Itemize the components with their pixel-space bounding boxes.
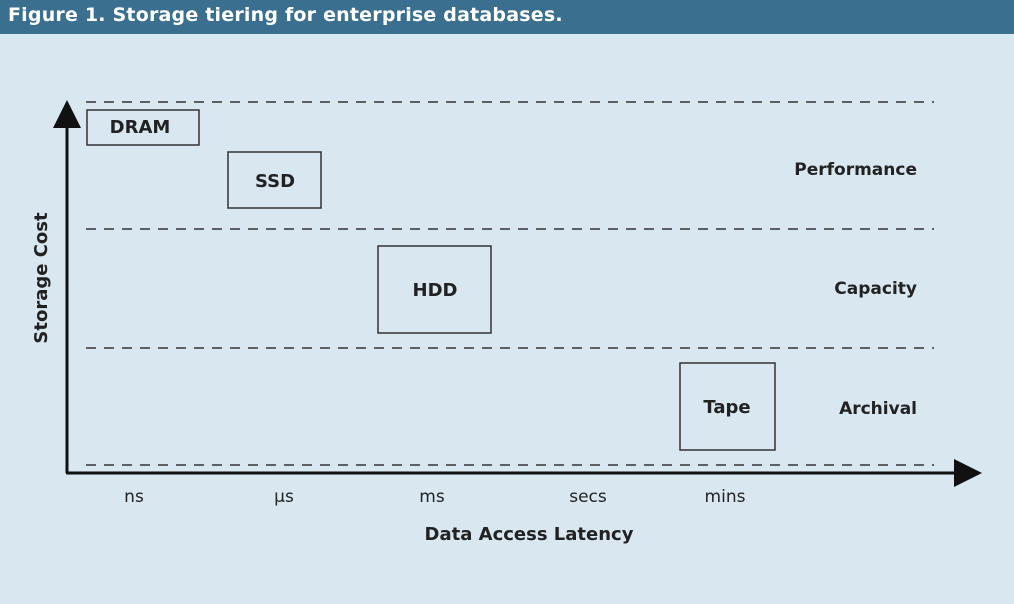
box-tape (679, 362, 776, 451)
x-tick-ms: ms (419, 487, 445, 507)
x-tick-mins: mins (705, 487, 746, 507)
title-bar: Figure 1. Storage tiering for enterprise… (0, 0, 1014, 34)
tier-label-capacity: Capacity (834, 279, 917, 299)
y-axis-arrowhead (53, 100, 81, 128)
x-tick-secs: secs (569, 487, 607, 507)
x-tick-us: µs (274, 487, 294, 507)
tier-label-archival: Archival (839, 399, 917, 419)
box-dram (86, 109, 200, 146)
box-label-tape: Tape (703, 397, 750, 418)
tier-label-performance: Performance (794, 160, 917, 180)
box-label-ssd: SSD (255, 171, 295, 192)
x-axis-title: Data Access Latency (425, 524, 634, 545)
figure-title: Figure 1. Storage tiering for enterprise… (8, 4, 563, 26)
x-axis-arrowhead (954, 459, 982, 487)
x-tick-ns: ns (124, 487, 144, 507)
box-hdd (377, 245, 492, 334)
box-ssd (227, 151, 322, 209)
box-label-dram: DRAM (110, 117, 171, 138)
y-axis-title: Storage Cost (31, 212, 52, 344)
box-label-hdd: HDD (413, 280, 458, 301)
